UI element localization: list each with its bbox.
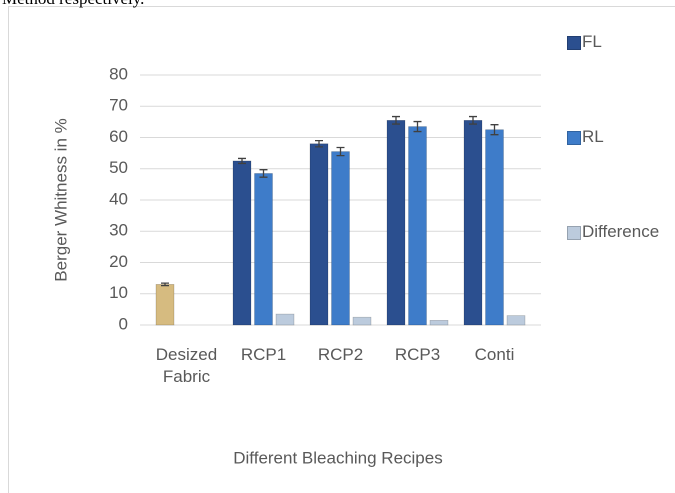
bar xyxy=(408,126,427,326)
bar xyxy=(463,120,483,326)
error-bar xyxy=(392,115,400,125)
legend-swatch xyxy=(567,131,581,145)
bar xyxy=(254,173,273,326)
bar xyxy=(275,313,295,326)
y-tick-label: 60 xyxy=(109,127,128,146)
x-tick-label: RCP2 xyxy=(317,345,364,364)
bar xyxy=(429,320,449,326)
error-bar xyxy=(161,282,169,287)
legend-swatch xyxy=(567,226,581,240)
error-bar xyxy=(315,139,323,148)
error-bar xyxy=(259,169,268,178)
y-tick-label: 10 xyxy=(109,283,128,302)
bar xyxy=(309,143,329,326)
y-tick-label: 0 xyxy=(119,314,128,333)
error-bar xyxy=(238,157,246,165)
y-tick-label: 80 xyxy=(109,64,128,83)
legend-label: FL xyxy=(582,32,602,51)
y-tick-label: 50 xyxy=(109,158,128,177)
legend-swatch xyxy=(567,36,581,50)
error-bar xyxy=(413,120,422,133)
bar xyxy=(352,316,372,326)
y-tick-label: 70 xyxy=(109,96,128,115)
caption: Method respectively. xyxy=(2,0,144,9)
bar xyxy=(386,120,406,326)
error-bar xyxy=(469,115,477,125)
bar xyxy=(331,151,350,326)
bar xyxy=(155,284,175,326)
bar xyxy=(506,315,526,326)
error-bar xyxy=(336,146,345,157)
error-bar xyxy=(490,124,499,136)
bar xyxy=(232,160,252,326)
y-tick-label: 20 xyxy=(109,252,128,271)
chart-border xyxy=(8,6,675,493)
legend-label: Difference xyxy=(582,222,660,241)
x-tick-label: RCP3 xyxy=(394,345,441,364)
bar xyxy=(485,129,504,326)
legend-label: RL xyxy=(582,127,604,146)
x-tick-label: Desized Fabric xyxy=(155,345,218,386)
y-tick-label: 30 xyxy=(109,221,128,240)
y-axis-title: Berger Whitness in % xyxy=(51,118,70,281)
y-tick-label: 40 xyxy=(109,189,128,208)
x-axis-title: Different Bleaching Recipes xyxy=(233,448,442,467)
x-tick-label: Conti xyxy=(474,345,515,364)
x-tick-label: RCP1 xyxy=(240,345,287,364)
